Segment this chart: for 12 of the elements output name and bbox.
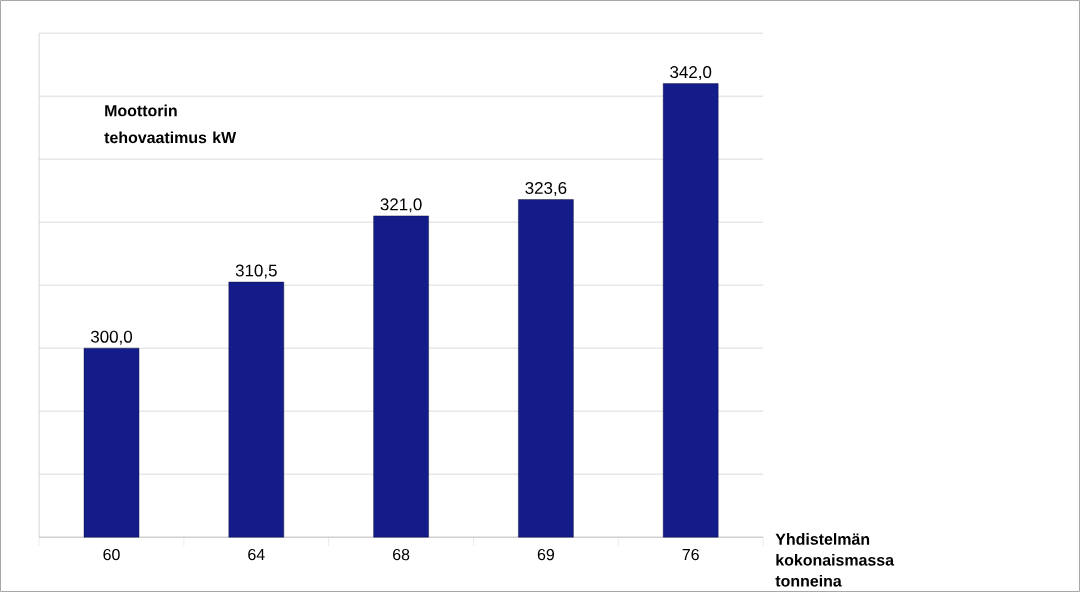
- data-label: 310,5: [235, 264, 277, 279]
- y-axis-title: Moottorin tehovaatimus kW: [104, 104, 237, 144]
- x-axis-title: Yhdistelmän kokonaismassa tonneina: [775, 533, 895, 587]
- x-tick-label: 69: [537, 548, 555, 561]
- data-label: 323,6: [525, 181, 567, 196]
- x-tick-label: 76: [682, 548, 699, 561]
- data-label: 321,0: [380, 198, 422, 213]
- x-tick-label: 64: [248, 548, 265, 561]
- data-label: 342,0: [670, 66, 712, 81]
- x-tick-label: 68: [393, 548, 410, 561]
- data-label: 300,0: [90, 330, 133, 345]
- x-tick-label: 60: [103, 548, 120, 561]
